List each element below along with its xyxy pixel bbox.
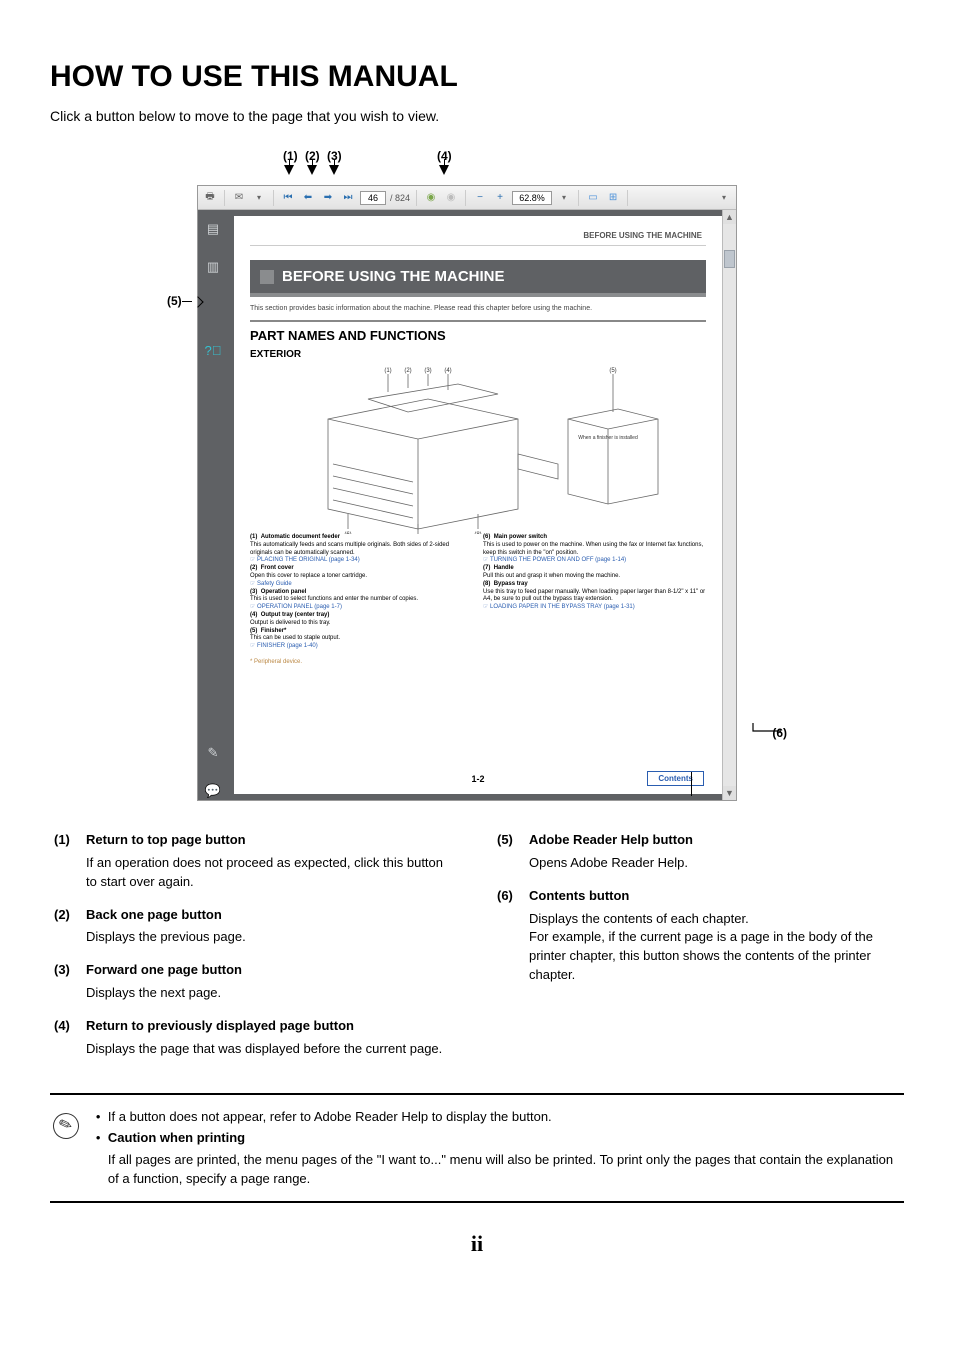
page-title: HOW TO USE THIS MANUAL <box>50 60 904 94</box>
envelope-icon[interactable]: ✉ <box>231 190 247 206</box>
note-item: If a button does not appear, refer to Ad… <box>96 1107 896 1127</box>
desc-col-left: (1)Return to top page button If an opera… <box>54 831 457 1073</box>
doc-chapter-intro: This section provides basic information … <box>250 305 706 312</box>
svg-text:(5): (5) <box>609 368 616 374</box>
callout-5: (5) <box>167 294 202 308</box>
desc-item: (2)Back one page button Displays the pre… <box>54 906 457 948</box>
svg-text:(3): (3) <box>424 368 431 374</box>
doc-chapter-banner: BEFORE USING THE MACHINE <box>250 260 706 293</box>
callout-6-connector <box>723 723 783 763</box>
next-page-icon[interactable]: ➡ <box>320 190 336 206</box>
pdf-viewer-window: 🖶 ✉ ▾ ⏮ ⬅ ➡ ⏭ / 824 ◉ ◉ − + ▾ ▭ ⊞ ▾ <box>197 185 737 801</box>
screenshot-figure: (1) (2) (3) (4) (5) (6) 🖶 ✉ ▾ ⏮ ⬅ ➡ ⏭ / … <box>197 149 757 801</box>
page-number-input[interactable] <box>360 191 386 205</box>
desc-col-right: (5)Adobe Reader Help button Opens Adobe … <box>497 831 900 1073</box>
machine-diagram: (1) (2) (3) (4) (5) (6) (7) (8) When a f… <box>250 364 706 534</box>
doc-footnote: * Peripheral device. <box>250 659 706 665</box>
pages-panel-icon[interactable]: ▤ <box>204 220 222 238</box>
svg-text:When a finisher is installed: When a finisher is installed <box>578 435 638 441</box>
zoom-input[interactable] <box>512 191 552 205</box>
description-columns: (1)Return to top page button If an opera… <box>50 831 904 1073</box>
top-callouts: (1) (2) (3) (4) <box>197 149 757 185</box>
comment-icon[interactable]: 💬 <box>204 782 222 800</box>
prev-page-icon[interactable]: ⬅ <box>300 190 316 206</box>
tool-icon-2[interactable]: ⊞ <box>605 190 621 206</box>
forward-view-icon[interactable]: ◉ <box>443 190 459 206</box>
doc-heading-3: EXTERIOR <box>250 349 706 360</box>
print-icon[interactable]: 🖶 <box>202 190 218 206</box>
note-box: ✎ If a button does not appear, refer to … <box>50 1093 904 1203</box>
intro-text: Click a button below to move to the page… <box>50 108 904 124</box>
callout-1: (1) <box>283 149 298 163</box>
page-total: / 824 <box>390 193 410 203</box>
last-page-icon[interactable]: ⏭ <box>340 190 356 206</box>
tool-icon-1[interactable]: ▭ <box>585 190 601 206</box>
contents-button[interactable]: Contents <box>647 771 704 786</box>
svg-text:(2): (2) <box>404 368 411 374</box>
zoom-in-icon[interactable]: + <box>492 190 508 206</box>
desc-item: (1)Return to top page button If an opera… <box>54 831 457 892</box>
pencil-note-icon: ✎ <box>49 1109 82 1142</box>
svg-text:(4): (4) <box>444 368 451 374</box>
sign-icon[interactable]: ✎ <box>204 744 222 762</box>
pdf-document-area: BEFORE USING THE MACHINE BEFORE USING TH… <box>228 210 736 800</box>
back-view-icon[interactable]: ◉ <box>423 190 439 206</box>
doc-running-header: BEFORE USING THE MACHINE <box>250 226 706 246</box>
doc-heading-2: PART NAMES AND FUNCTIONS <box>250 328 706 343</box>
scrollbar[interactable]: ▲ ▼ <box>722 210 736 800</box>
bookmarks-panel-icon[interactable]: ▥ <box>204 258 222 276</box>
help-icon[interactable]: ?⃝ <box>204 341 222 359</box>
note-item: Caution when printing <box>96 1128 896 1148</box>
doc-two-column-list: (1) Automatic document feederThis automa… <box>250 534 706 651</box>
first-page-icon[interactable]: ⏮ <box>280 190 296 206</box>
desc-item: (4)Return to previously displayed page b… <box>54 1017 457 1059</box>
desc-item: (6)Contents button Displays the contents… <box>497 887 900 985</box>
svg-text:(6): (6) <box>344 532 351 534</box>
svg-text:(1): (1) <box>384 368 391 374</box>
pdf-sidebar: ▤ ▥ ?⃝ ✎ 💬 <box>198 210 228 800</box>
svg-text:(8): (8) <box>474 532 481 534</box>
desc-item: (3)Forward one page button Displays the … <box>54 961 457 1003</box>
desc-item: (5)Adobe Reader Help button Opens Adobe … <box>497 831 900 873</box>
pdf-toolbar: 🖶 ✉ ▾ ⏮ ⬅ ➡ ⏭ / 824 ◉ ◉ − + ▾ ▭ ⊞ ▾ <box>198 186 736 210</box>
page-number-roman: ii <box>50 1231 904 1257</box>
zoom-out-icon[interactable]: − <box>472 190 488 206</box>
note-body-text: If all pages are printed, the menu pages… <box>108 1150 896 1189</box>
